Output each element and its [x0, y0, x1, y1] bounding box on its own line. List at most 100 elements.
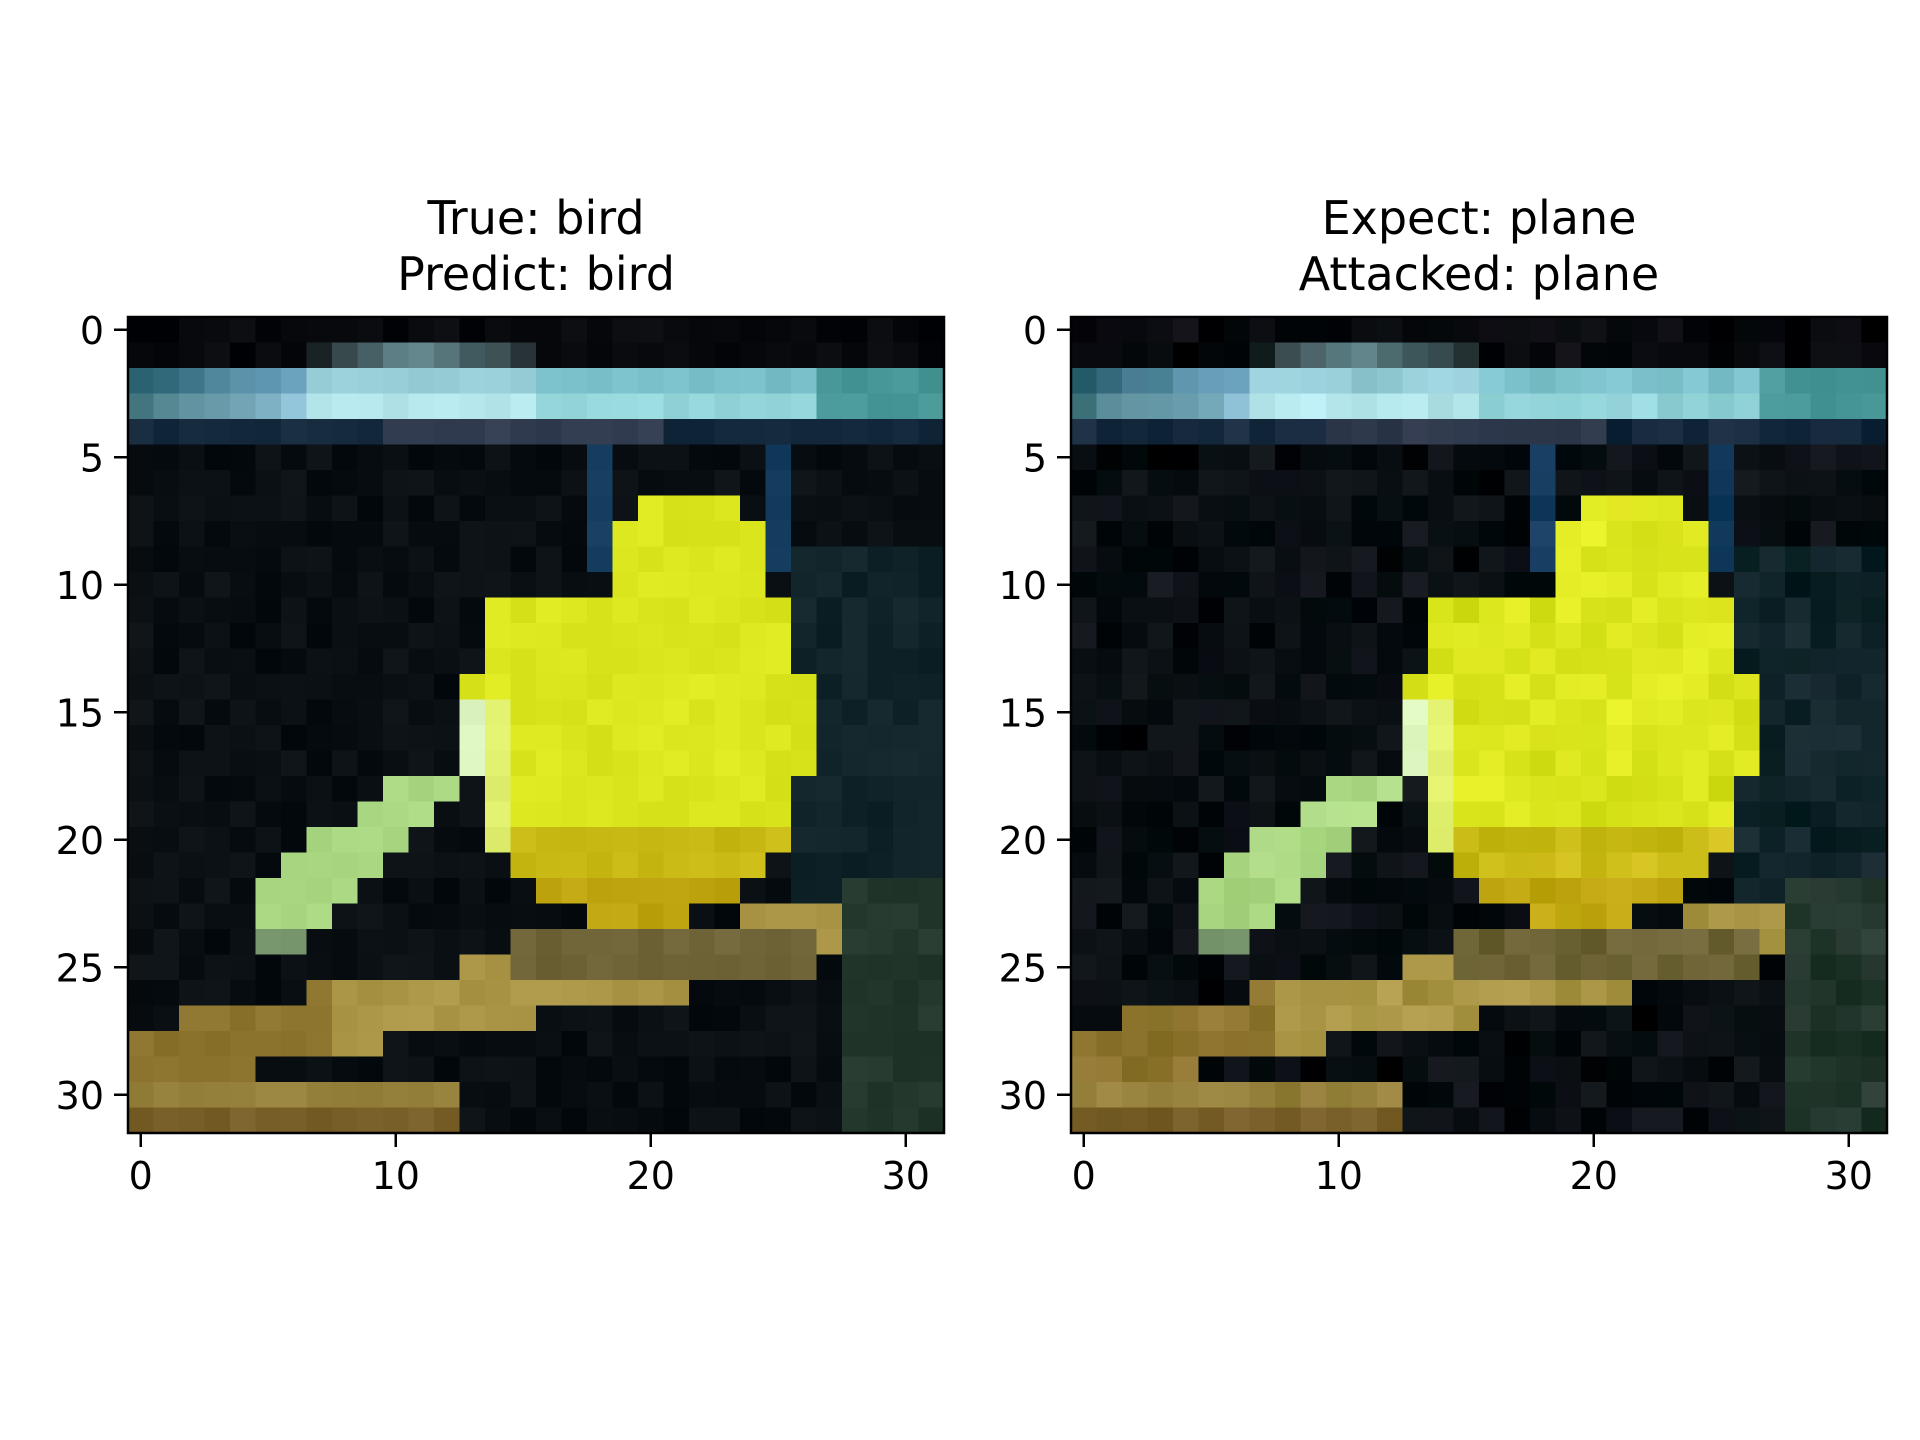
pixel — [663, 1056, 690, 1083]
pixel — [587, 368, 614, 395]
pixel — [255, 317, 282, 344]
pixel — [1657, 1082, 1684, 1109]
pixel — [1351, 699, 1378, 726]
pixel — [663, 852, 690, 879]
pixel — [1632, 954, 1659, 981]
pixel — [1785, 444, 1812, 471]
pixel — [816, 623, 843, 650]
pixel — [1275, 827, 1302, 854]
pixel — [1683, 699, 1710, 726]
pixel — [1326, 470, 1353, 497]
pixel — [1657, 521, 1684, 548]
pixel — [1147, 878, 1174, 905]
pixel — [918, 444, 944, 471]
pixel — [1096, 597, 1123, 624]
pixel — [1249, 572, 1276, 599]
pixel — [740, 929, 767, 956]
pixel — [1071, 929, 1098, 956]
pixel — [383, 623, 410, 650]
pixel — [689, 521, 716, 548]
pixel — [816, 546, 843, 573]
pixel — [1096, 827, 1123, 854]
pixel — [1249, 878, 1276, 905]
pixel — [383, 317, 410, 344]
pixel — [1326, 1056, 1353, 1083]
pixel — [638, 750, 665, 777]
pixel — [1479, 674, 1506, 701]
pixel — [1122, 674, 1149, 701]
pixel — [485, 674, 512, 701]
pixel — [485, 725, 512, 752]
pixel — [1377, 878, 1404, 905]
pixel — [204, 878, 231, 905]
pixel — [281, 546, 308, 573]
pixel — [1606, 801, 1633, 828]
pixel — [689, 1107, 716, 1133]
pixel — [1122, 648, 1149, 675]
pixel — [765, 317, 792, 344]
pixel — [1147, 546, 1174, 573]
pixel — [1300, 954, 1327, 981]
pixel — [1810, 827, 1837, 854]
pixel — [1224, 419, 1251, 446]
pixel — [1453, 776, 1480, 803]
pixel — [459, 623, 486, 650]
pixel — [1683, 546, 1710, 573]
pixel — [842, 725, 869, 752]
pixel — [1326, 419, 1353, 446]
axes-frame — [126, 315, 946, 1135]
pixel — [1300, 1056, 1327, 1083]
pixel — [1810, 1031, 1837, 1058]
pixel — [842, 750, 869, 777]
pixel — [383, 980, 410, 1007]
pixel — [408, 393, 435, 420]
pixel — [765, 1056, 792, 1083]
pixel — [1224, 980, 1251, 1007]
pixel — [408, 572, 435, 599]
pixel — [281, 623, 308, 650]
pixel — [1734, 1005, 1761, 1032]
pixel — [1351, 546, 1378, 573]
pixel — [612, 929, 639, 956]
pixel — [204, 929, 231, 956]
pixel — [1224, 546, 1251, 573]
pixel — [485, 572, 512, 599]
pixel — [1836, 1107, 1863, 1133]
pixel — [1224, 954, 1251, 981]
pixel — [1810, 495, 1837, 522]
pixel — [1504, 342, 1531, 369]
pixel — [1351, 597, 1378, 624]
pixel — [179, 521, 206, 548]
pixel — [689, 1082, 716, 1109]
pixel — [332, 623, 359, 650]
pixel — [510, 317, 537, 344]
pixel — [689, 776, 716, 803]
pixel — [867, 903, 894, 930]
pixel — [179, 929, 206, 956]
pixel — [816, 342, 843, 369]
pixel — [204, 1005, 231, 1032]
pixel — [510, 801, 537, 828]
pixel — [1734, 878, 1761, 905]
pixel — [1504, 903, 1531, 930]
pixel — [740, 674, 767, 701]
pixel — [332, 827, 359, 854]
pixel — [1530, 317, 1557, 344]
pixel — [357, 827, 384, 854]
pixel — [1428, 674, 1455, 701]
pixel — [1224, 674, 1251, 701]
pixel — [893, 980, 920, 1007]
pixel — [1632, 1082, 1659, 1109]
pixel — [459, 852, 486, 879]
pixel — [1198, 827, 1225, 854]
pixel — [561, 495, 588, 522]
pixel — [536, 368, 563, 395]
pixel — [587, 878, 614, 905]
pixel — [714, 546, 741, 573]
pixel — [1224, 317, 1251, 344]
pixel — [689, 674, 716, 701]
pixel — [408, 419, 435, 446]
pixel — [663, 980, 690, 1007]
pixel — [714, 419, 741, 446]
pixel — [791, 597, 818, 624]
